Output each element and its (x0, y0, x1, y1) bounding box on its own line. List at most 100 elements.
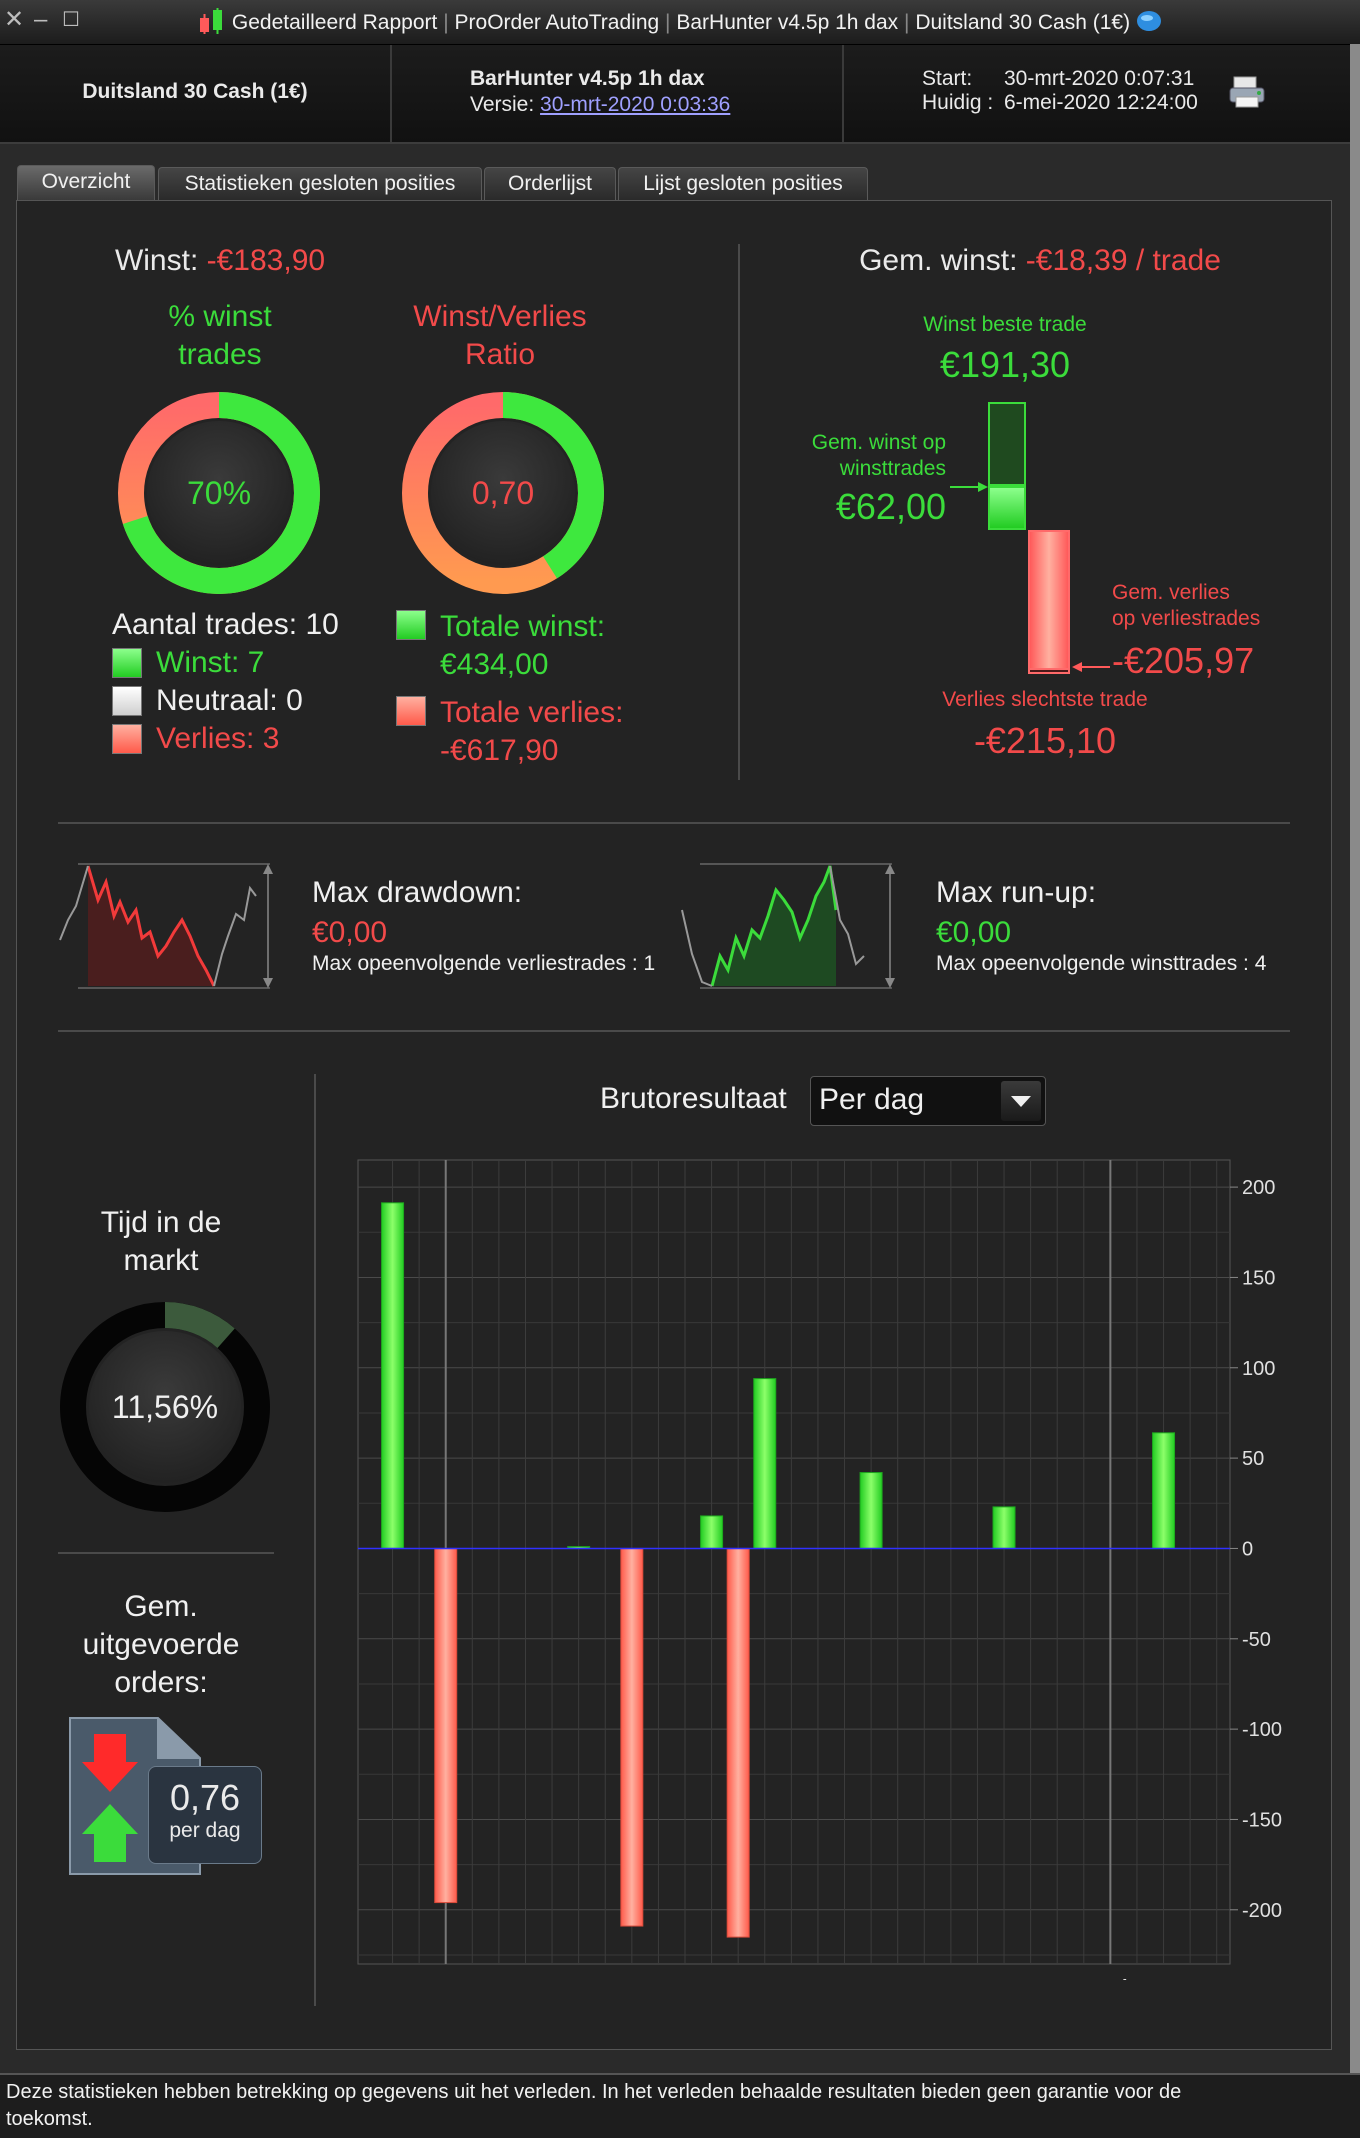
minimize-icon[interactable]: – (34, 6, 48, 33)
avg-loss-label-line2: op verliestrades (1112, 607, 1261, 630)
y-tick-label: -200 (1242, 1900, 1282, 1922)
gem-winst-value: -€18,39 / trade (1025, 244, 1221, 277)
chart-bar-negative (620, 1547, 644, 1927)
avg-loss-arrow-icon (1072, 662, 1110, 672)
strategy-name: BarHunter v4.5p 1h dax (470, 67, 705, 90)
avg-loss-value: -€205,97 (1112, 640, 1255, 681)
title-separator: | (904, 11, 910, 34)
title-instrument: Duitsland 30 Cash (1€) (915, 11, 1131, 34)
tab-orderlijst[interactable]: Orderlijst (484, 167, 616, 200)
ratio-title-line2: Ratio (464, 338, 536, 371)
win-legend-swatch (112, 648, 142, 678)
drawdown-sub: Max opeenvolgende verliestrades : 1 (312, 952, 656, 975)
orders-value: 0,76 (169, 1777, 241, 1818)
total-win-swatch (396, 610, 426, 640)
best-trade-value: €191,30 (939, 344, 1071, 385)
total-loss-swatch (396, 696, 426, 726)
x-tick-label: 23 (913, 1977, 935, 1980)
avg-loss-bar (1028, 530, 1070, 674)
avg-win-bar (988, 486, 1026, 530)
print-icon[interactable] (1228, 75, 1268, 111)
pct-value: 70% (187, 475, 251, 511)
current-label: Huidig : (922, 91, 994, 114)
ratio-title-line1: Winst/Verlies (413, 300, 587, 333)
tab-overzicht[interactable]: Overzicht (17, 165, 155, 200)
scrollbar[interactable] (1350, 44, 1360, 2074)
title-report: Gedetailleerd Rapport (231, 11, 438, 34)
instrument-name: Duitsland 30 Cash (1€) (82, 80, 308, 103)
x-tick-label: 26 (966, 1977, 988, 1980)
chevron-down-icon (1011, 1096, 1031, 1107)
runup-title: Max run-up: (936, 876, 1097, 909)
winst-value: -€183,90 (206, 244, 326, 277)
winst-label: Winst: (114, 244, 199, 277)
start-label: Start: (922, 67, 973, 90)
x-tick-label: 03 (488, 1977, 510, 1980)
close-icon[interactable]: ✕ (4, 6, 25, 33)
report-header: Duitsland 30 Cash (1€) BarHunter v4.5p 1… (0, 45, 1350, 144)
period-select-value: Per dag (819, 1083, 925, 1116)
orders-unit: per dag (169, 1819, 241, 1842)
disclaimer-footer: Deze statistieken hebben betrekking op g… (0, 2073, 1360, 2138)
version-line: Versie: 30-mrt-2020 0:03:36 (470, 93, 730, 117)
maximize-icon[interactable]: ☐ (62, 9, 80, 31)
y-tick-label: 150 (1242, 1267, 1275, 1289)
chat-bubble-icon[interactable] (1136, 10, 1162, 34)
chart-divider (314, 1074, 316, 2006)
header-instrument-cell: Duitsland 30 Cash (1€) (0, 45, 392, 142)
total-win: Totale winst: €434,00 (440, 608, 605, 684)
loss-count: Verlies: 3 (156, 722, 280, 755)
x-tick-label: 05 (1179, 1977, 1201, 1980)
y-tick-label: 100 (1242, 1358, 1275, 1380)
chart-plot-border (357, 1159, 1231, 1965)
header-strategy-cell: BarHunter v4.5p 1h dax Versie: 30-mrt-20… (392, 45, 844, 142)
header-dates: Start: 30-mrt-2020 0:07:31 Huidig : 6-mei-… (922, 67, 1222, 115)
version-link[interactable]: 30-mrt-2020 0:03:36 (540, 93, 731, 116)
drawdown-value: €0,00 (312, 916, 388, 949)
title-separator: | (665, 11, 671, 34)
section-divider (58, 1030, 1290, 1032)
chart-title: Brutoresultaat (600, 1082, 787, 1115)
x-tick-label: 21 (860, 1977, 882, 1980)
total-loss-value: -€617,90 (440, 734, 559, 767)
gem-winst-heading: Gem. winst: -€18,39 / trade (780, 244, 1300, 278)
tab-statistieken[interactable]: Statistieken gesloten posities (158, 167, 482, 200)
current-value: 6-mei-2020 12:24:00 (1004, 91, 1198, 114)
x-tick-label: 14 (700, 1977, 722, 1980)
avg-loss-label-line1: Gem. verlies (1112, 581, 1230, 604)
best-trade-bar (988, 402, 1026, 486)
worst-trade-value: -€215,10 (973, 720, 1117, 761)
period-select[interactable]: Per dag (810, 1076, 1046, 1126)
candlestick-icon (200, 8, 223, 34)
disclaimer-text: Deze statistieken hebben betrekking op g… (6, 2079, 1181, 2133)
x-tick-label: 28 (1019, 1977, 1041, 1980)
window-title-bar: ✕ – ☐ Gedetailleerd Rapport | ProOrder A… (0, 0, 1360, 45)
avg-win-label-line2: winsttrades (839, 457, 946, 480)
orders-title-line2: uitgevoerde (82, 1628, 240, 1661)
disclaimer-line1: Deze statistieken hebben betrekking op g… (6, 2081, 1182, 2103)
x-tick-label: 30 (381, 1977, 403, 1980)
x-tick-label: apr (430, 1977, 461, 1980)
orders-title: Gem. uitgevoerde orders: (56, 1588, 266, 1702)
best-trade-label: Winst beste trade (923, 313, 1087, 336)
drawdown-sparkline (59, 863, 273, 989)
chart-bar-negative (434, 1547, 458, 1904)
x-tick-label: 19 (807, 1977, 829, 1980)
gem-winst-label: Gem. winst: (859, 244, 1018, 277)
title-strategy: BarHunter v4.5p 1h dax (676, 11, 899, 34)
tab-lijst-gesloten[interactable]: Lijst gesloten posities (618, 167, 868, 200)
loss-legend-swatch (112, 724, 142, 754)
summary-divider (738, 244, 740, 780)
y-tick-label: 200 (1242, 1177, 1275, 1199)
market-title-line2: markt (123, 1244, 199, 1277)
y-tick-label: 0 (1242, 1538, 1253, 1560)
runup-value: €0,00 (936, 916, 1012, 949)
neutral-count: Neutraal: 0 (156, 684, 303, 717)
period-select-button[interactable] (1001, 1081, 1041, 1121)
market-donut-center (89, 1331, 241, 1483)
bruto-chart: 200 150 100 50 0 -50 -100 -150 -200 30 apr 03 06 08 1… (357, 1159, 1282, 1980)
runup-sparkline (681, 863, 895, 989)
ratio-title: Winst/Verlies Ratio (380, 298, 620, 374)
ratio-donut-win-arc (402, 392, 604, 594)
total-loss: Totale verlies: -€617,90 (440, 694, 623, 770)
